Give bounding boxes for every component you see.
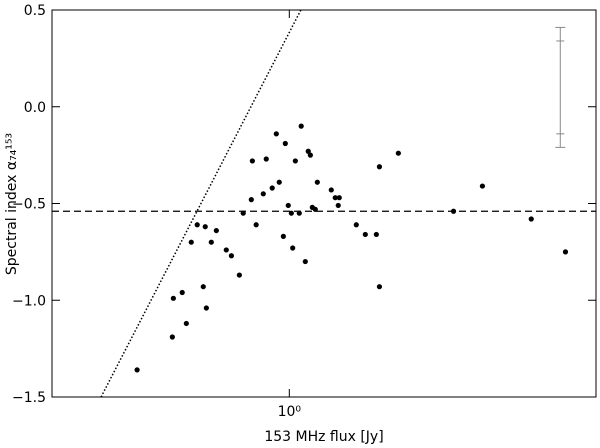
point: [273, 131, 279, 137]
point: [290, 245, 296, 251]
point: [395, 150, 401, 156]
point: [450, 208, 457, 214]
y-tick-label: 0.0: [24, 100, 46, 116]
point: [269, 185, 275, 191]
point: [280, 233, 286, 239]
point: [376, 284, 383, 290]
point: [373, 231, 379, 238]
point: [169, 334, 175, 340]
point: [179, 289, 185, 296]
point: [335, 202, 341, 209]
point: [203, 305, 209, 311]
point: [240, 210, 246, 216]
y-tick-label: 0.5: [24, 3, 46, 19]
y-tick-label: −0.5: [12, 197, 46, 213]
point: [292, 158, 298, 164]
point: [223, 247, 229, 253]
point: [202, 224, 208, 230]
point: [353, 222, 359, 228]
point: [314, 179, 320, 185]
x-axis-label: 153 MHz flux [Jy]: [264, 429, 383, 445]
point: [249, 158, 255, 164]
point: [328, 187, 334, 193]
point: [188, 239, 194, 245]
point: [305, 148, 311, 154]
point: [307, 152, 313, 158]
point: [479, 183, 486, 189]
point: [302, 258, 308, 265]
point: [263, 156, 269, 162]
point: [170, 295, 176, 301]
point: [376, 164, 383, 170]
point: [134, 367, 140, 373]
point: [298, 123, 304, 129]
point: [562, 249, 569, 255]
point: [285, 202, 291, 209]
point: [276, 179, 282, 185]
point: [332, 195, 338, 201]
point: [208, 239, 214, 245]
point: [528, 216, 534, 222]
plot-frame: [51, 9, 597, 398]
point: [253, 222, 259, 228]
point: [260, 191, 266, 197]
limit-line: [100, 9, 302, 398]
point: [194, 222, 200, 228]
point: [296, 210, 302, 216]
point: [183, 320, 189, 327]
y-tick-label: −1.5: [12, 390, 46, 406]
point: [282, 140, 288, 147]
point: [236, 272, 242, 278]
point: [228, 253, 234, 259]
point: [200, 284, 206, 290]
point: [288, 210, 294, 216]
y-tick-label: −1.0: [12, 293, 46, 309]
point: [362, 231, 368, 238]
y-axis-label: Spectral index α₇₄¹⁵³: [4, 133, 20, 275]
point: [312, 206, 318, 212]
point: [213, 227, 219, 234]
point: [336, 195, 342, 201]
x-tick-label: 10⁰: [278, 404, 302, 420]
point: [248, 197, 254, 203]
